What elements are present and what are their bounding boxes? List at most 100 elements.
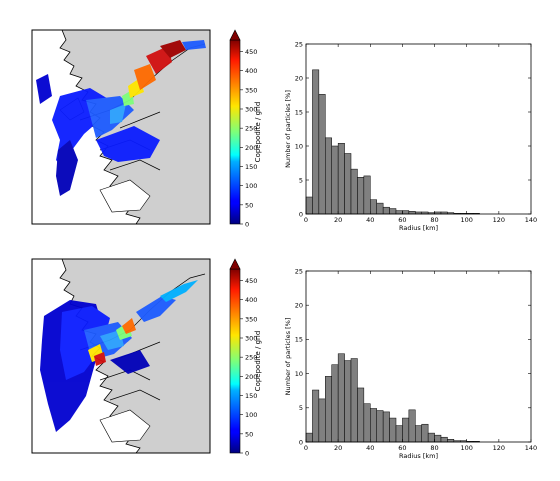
histogram-bottom-ytick-label: 0 [299,438,303,446]
histogram-bottom-bar [370,408,377,443]
colorbar-bottom-tick-label: 0 [245,450,249,458]
histogram-bottom-xlabel: Radius [km] [399,452,438,460]
histogram-bottom-xtick-label: 100 [461,444,473,452]
histogram-bottom: 0 20 40 60 80 100 120 140 0 5 10 15 20 25 Radius [km] N… [284,267,537,460]
colorbar-bottom-tick-label: 300 [245,335,257,343]
histogram-bottom-bar [357,387,365,443]
histogram-top-bar [357,177,365,215]
histogram-bottom-ytick-label: 20 [295,302,303,310]
histogram-top-bar [325,137,332,215]
histogram-top-bar [312,69,320,215]
histogram-top-ylabel: Number of particles [%] [284,90,292,168]
histogram-bottom-ytick-label: 15 [295,336,303,344]
histogram-top-bar [305,196,313,215]
histogram-bottom-bar [427,432,435,443]
histogram-top-bar [344,153,352,215]
histogram-bottom-bar [305,432,313,443]
histogram-bottom-ytick-label: 10 [295,370,303,378]
histogram-bottom-xtick-label: 0 [304,444,308,452]
histogram-bottom-bar [337,353,345,443]
histogram-bottom-bar [415,425,422,443]
colorbar-top-tick-label: 350 [245,86,257,94]
histogram-top-bar [331,145,339,215]
colorbar-bottom-tick-label: 400 [245,296,257,304]
histogram-bottom-bar [408,409,416,443]
histogram-top-bar [408,211,416,215]
histogram-top-xlabel: Radius [km] [399,224,438,232]
histogram-top-xtick-label: 20 [334,216,342,224]
colorbar-top-tick-label: 450 [245,48,257,56]
map-bottom-inlet [99,409,151,443]
histogram-bottom-xtick-label: 60 [398,444,406,452]
map-bottom-frame [31,258,211,454]
histogram-top-bar [363,175,371,215]
histogram-bottom-bar [325,376,332,443]
histogram-top-xtick-label: 80 [430,216,438,224]
histogram-top-ytick-label: 15 [295,108,303,116]
colorbar-top-tick-label: 50 [245,201,253,209]
colorbar-bottom-tick-label: 100 [245,411,257,419]
colorbar-top-tick-label: 0 [245,221,249,229]
map-top [32,30,210,224]
colorbar-top-tick-label: 100 [245,182,257,190]
histogram-bottom-bar [382,411,390,443]
histogram-bottom-ytick-label: 5 [299,404,303,412]
histogram-top-bar [350,168,358,215]
colorbar-top: 0 50 100 150 200 250 300 350 400 450 Copepodite /… [229,29,262,229]
colorbar-top-extend [229,29,241,41]
histogram-top-bar [370,199,377,215]
colorbar-bottom-bar [229,268,241,454]
histogram-bottom-bar [331,364,339,443]
histogram-top-ytick-label: 25 [295,40,303,48]
histogram-bottom-bar [402,417,410,443]
histogram-bottom-ytick-label: 25 [295,267,303,275]
colorbar-top-tick-label: 300 [245,106,257,114]
histogram-top-xtick-label: 40 [366,216,374,224]
histogram-bottom-xtick-label: 20 [334,444,342,452]
colorbar-top-tick-label: 400 [245,67,257,75]
histogram-top-xtick-label: 140 [525,216,537,224]
histogram-top-bar [395,210,403,215]
colorbar-top-tick-label: 150 [245,163,257,171]
colorbar-top-tick-label: 200 [245,144,257,152]
histogram-bottom-axes [305,270,532,443]
histogram-top-bar [337,143,345,215]
histogram-top-axes [305,43,532,215]
histogram-bottom-xtick-label: 140 [525,444,537,452]
colorbar-top-tick-label: 250 [245,125,257,133]
histogram-bottom-xtick-label: 80 [430,444,438,452]
histogram-bottom-bar [389,417,397,443]
histogram-bottom-xtick-label: 120 [493,444,505,452]
histogram-bottom-bar [312,389,320,443]
colorbar-bottom: 0 50 100 150 200 250 300 350 400 450 Copepodite /… [229,258,262,458]
histogram-bottom-bar [447,439,455,443]
colorbar-bottom-tick-label: 450 [245,277,257,285]
histogram-bottom-bar [376,410,384,443]
histogram-bottom-bar [421,423,429,443]
map-top-frame [31,29,211,225]
histogram-top-bar [318,94,326,215]
histogram-top-xtick-label: 120 [493,216,505,224]
histogram-bottom-bar [344,360,352,443]
histogram-bottom-bar [440,436,448,443]
histogram-top-ytick-label: 20 [295,74,303,82]
histogram-bottom-ylabel: Number of particles [%] [284,318,292,396]
histogram-bottom-bar [363,403,371,443]
colorbar-top-bar [229,39,241,225]
histogram-top: 0 20 40 60 80 100 120 140 0 5 10 15 20 25 Radius [km] N… [284,40,537,232]
histogram-top-xtick-label: 60 [398,216,406,224]
map-bottom-field [40,280,198,432]
histogram-top-ytick-label: 10 [295,142,303,150]
histogram-top-bar [402,210,410,215]
histogram-bottom-xtick-label: 40 [366,444,374,452]
histogram-top-xtick-label: 100 [461,216,473,224]
histogram-top-ytick-label: 5 [299,176,303,184]
map-top-field [36,40,206,196]
histogram-top-bar [382,206,390,215]
histogram-bottom-bar [395,425,403,443]
colorbar-bottom-tick-label: 150 [245,392,257,400]
colorbar-top-label: Copepodite / grid [254,102,262,163]
histogram-bottom-bar [434,434,442,443]
colorbar-bottom-tick-label: 250 [245,354,257,362]
